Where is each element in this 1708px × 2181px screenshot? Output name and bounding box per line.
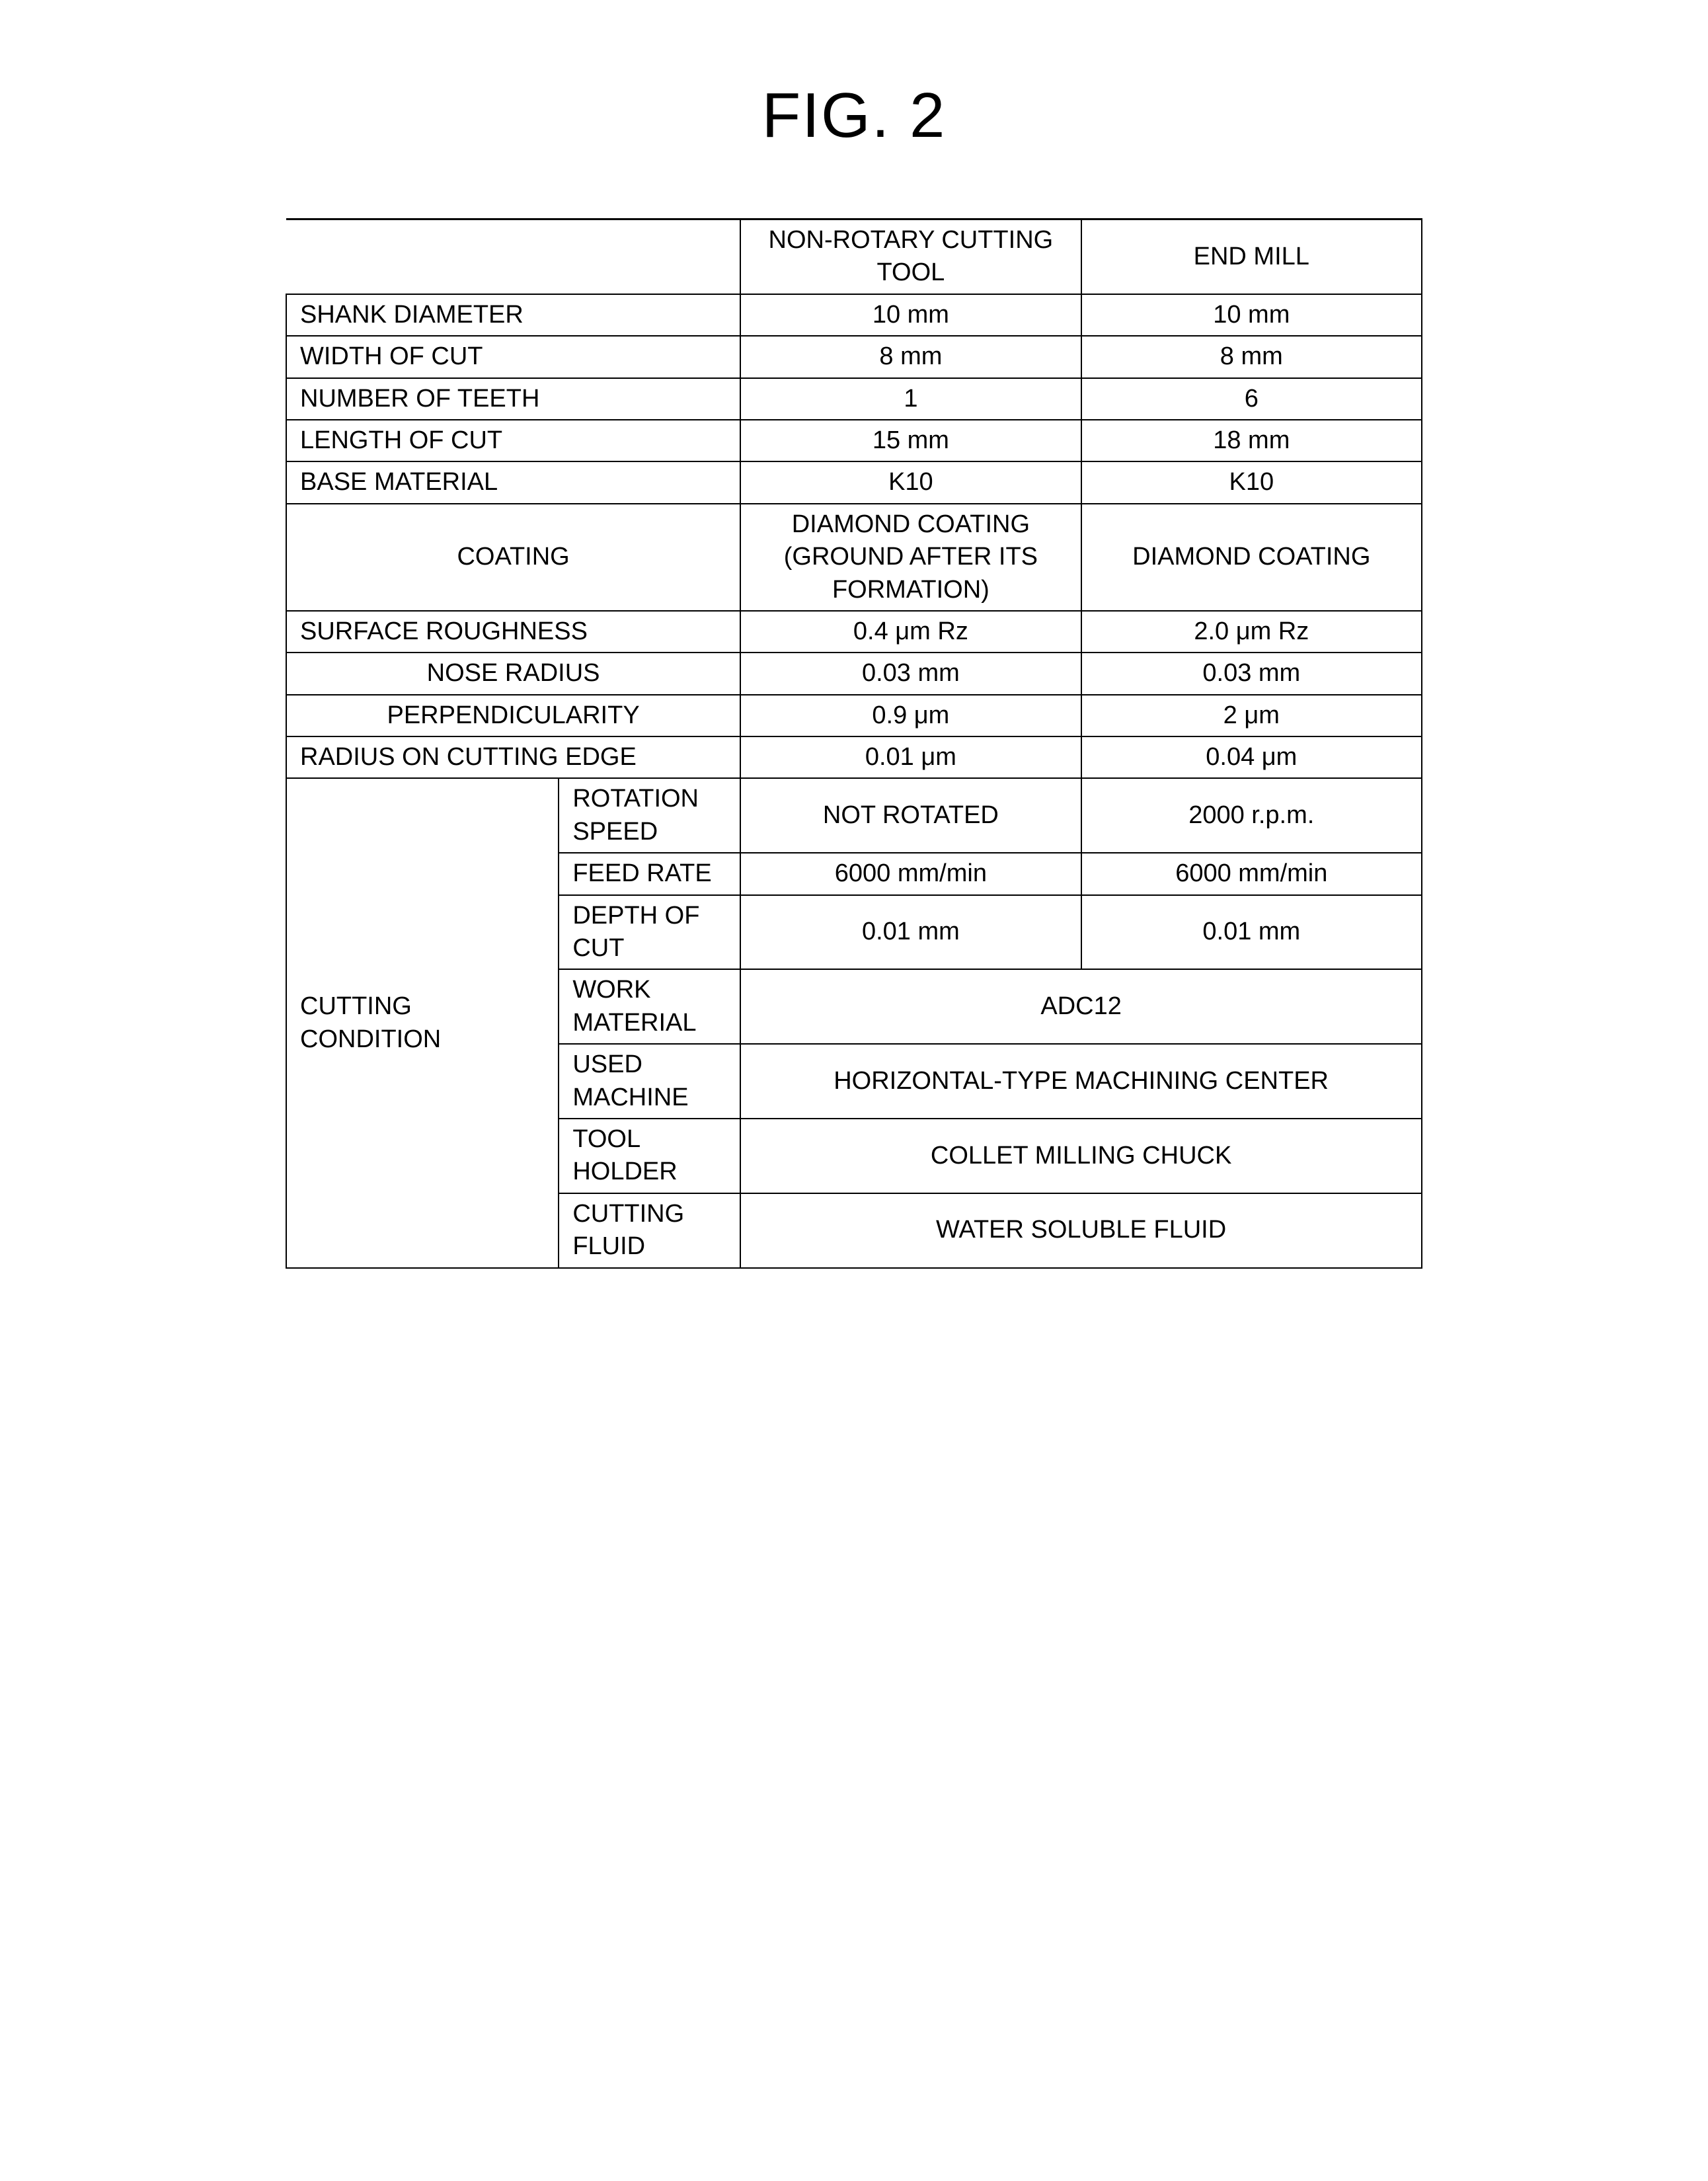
header-row: NON-ROTARY CUTTING TOOL END MILL [286,219,1422,294]
v2-length-of-cut: 18 mm [1081,420,1422,461]
label-nose-radius: NOSE RADIUS [286,653,740,694]
v2-radius-cutting-edge: 0.04 μm [1081,736,1422,778]
v1-length-of-cut: 15 mm [740,420,1081,461]
v2-depth-of-cut: 0.01 mm [1081,895,1422,970]
v2-perpendicularity: 2 μm [1081,695,1422,736]
row-surface-roughness: SURFACE ROUGHNESS 0.4 μm Rz 2.0 μm Rz [286,611,1422,653]
row-base-material: BASE MATERIAL K10 K10 [286,461,1422,503]
row-coating: COATING DIAMOND COATING (GROUND AFTER IT… [286,504,1422,611]
label-radius-cutting-edge: RADIUS ON CUTTING EDGE [286,736,740,778]
label-number-of-teeth: NUMBER OF TEETH [286,378,740,420]
v1-width-of-cut: 8 mm [740,336,1081,377]
row-number-of-teeth: NUMBER OF TEETH 1 6 [286,378,1422,420]
v2-base-material: K10 [1081,461,1422,503]
v1-nose-radius: 0.03 mm [740,653,1081,694]
merged-work-material: ADC12 [740,969,1422,1044]
label-surface-roughness: SURFACE ROUGHNESS [286,611,740,653]
v2-shank-diameter: 10 mm [1081,294,1422,336]
v1-base-material: K10 [740,461,1081,503]
header-col1: NON-ROTARY CUTTING TOOL [740,219,1081,294]
label-base-material: BASE MATERIAL [286,461,740,503]
comparison-table: NON-ROTARY CUTTING TOOL END MILL SHANK D… [286,218,1422,1269]
label-used-machine: USED MACHINE [559,1044,740,1119]
v1-surface-roughness: 0.4 μm Rz [740,611,1081,653]
v1-shank-diameter: 10 mm [740,294,1081,336]
v1-depth-of-cut: 0.01 mm [740,895,1081,970]
merged-cutting-fluid: WATER SOLUBLE FLUID [740,1193,1422,1268]
v1-rotation-speed: NOT ROTATED [740,778,1081,853]
row-radius-cutting-edge: RADIUS ON CUTTING EDGE 0.01 μm 0.04 μm [286,736,1422,778]
row-shank-diameter: SHANK DIAMETER 10 mm 10 mm [286,294,1422,336]
v2-coating: DIAMOND COATING [1081,504,1422,611]
label-cutting-condition: CUTTING CONDITION [286,778,559,1267]
v1-perpendicularity: 0.9 μm [740,695,1081,736]
label-depth-of-cut: DEPTH OF CUT [559,895,740,970]
v2-rotation-speed: 2000 r.p.m. [1081,778,1422,853]
label-tool-holder: TOOL HOLDER [559,1119,740,1193]
label-feed-rate: FEED RATE [559,853,740,894]
label-length-of-cut: LENGTH OF CUT [286,420,740,461]
v1-feed-rate: 6000 mm/min [740,853,1081,894]
label-cutting-fluid: CUTTING FLUID [559,1193,740,1268]
row-width-of-cut: WIDTH OF CUT 8 mm 8 mm [286,336,1422,377]
label-coating: COATING [286,504,740,611]
v2-surface-roughness: 2.0 μm Rz [1081,611,1422,653]
v1-radius-cutting-edge: 0.01 μm [740,736,1081,778]
label-rotation-speed: ROTATION SPEED [559,778,740,853]
label-shank-diameter: SHANK DIAMETER [286,294,740,336]
header-blank [286,219,740,294]
v2-feed-rate: 6000 mm/min [1081,853,1422,894]
label-width-of-cut: WIDTH OF CUT [286,336,740,377]
row-length-of-cut: LENGTH OF CUT 15 mm 18 mm [286,420,1422,461]
merged-used-machine: HORIZONTAL-TYPE MACHINING CENTER [740,1044,1422,1119]
v2-nose-radius: 0.03 mm [1081,653,1422,694]
row-nose-radius: NOSE RADIUS 0.03 mm 0.03 mm [286,653,1422,694]
label-work-material: WORK MATERIAL [559,969,740,1044]
label-perpendicularity: PERPENDICULARITY [286,695,740,736]
v2-number-of-teeth: 6 [1081,378,1422,420]
v1-coating: DIAMOND COATING (GROUND AFTER ITS FORMAT… [740,504,1081,611]
row-rotation-speed: CUTTING CONDITION ROTATION SPEED NOT ROT… [286,778,1422,853]
header-col2: END MILL [1081,219,1422,294]
row-perpendicularity: PERPENDICULARITY 0.9 μm 2 μm [286,695,1422,736]
v1-number-of-teeth: 1 [740,378,1081,420]
v2-width-of-cut: 8 mm [1081,336,1422,377]
merged-tool-holder: COLLET MILLING CHUCK [740,1119,1422,1193]
comparison-table-container: NON-ROTARY CUTTING TOOL END MILL SHANK D… [286,218,1422,1269]
figure-title: FIG. 2 [40,79,1668,152]
